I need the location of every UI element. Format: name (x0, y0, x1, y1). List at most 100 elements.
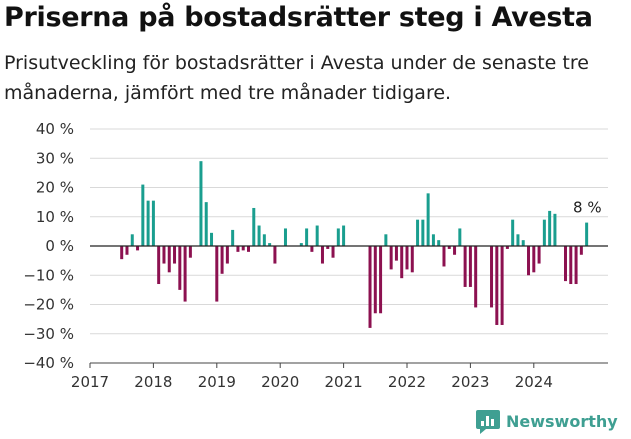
bar (548, 210, 552, 246)
bar (431, 234, 435, 246)
bar (569, 246, 573, 285)
bar (447, 246, 451, 249)
brand-logo: Newsworthy (475, 408, 618, 434)
chart-title: Priserna på bostadsrätter steg i Avesta (4, 2, 593, 33)
bar (542, 219, 546, 246)
bar (458, 228, 462, 246)
bar (521, 240, 525, 246)
bar (188, 246, 192, 258)
bar (320, 246, 324, 264)
bar (574, 246, 578, 285)
bar (405, 246, 409, 270)
bar (120, 246, 124, 260)
x-tick-label: 2019 (198, 373, 236, 391)
chart-subtitle: Prisutveckling för bostadsrätter i Avest… (4, 52, 589, 104)
bar (247, 246, 250, 252)
bar (146, 200, 150, 246)
y-tick-label: −10 % (23, 266, 74, 284)
bar (167, 246, 171, 273)
bar (437, 240, 441, 246)
bar (141, 184, 145, 246)
bar (262, 234, 266, 246)
bar (400, 246, 404, 279)
bar (416, 219, 420, 246)
bar (516, 234, 520, 246)
bar (157, 246, 161, 285)
bar (553, 213, 557, 246)
bar (532, 246, 536, 273)
bar (426, 193, 430, 246)
bar (379, 246, 383, 314)
y-tick-label: 0 % (45, 237, 74, 255)
bar (564, 246, 567, 282)
bar (273, 246, 277, 264)
bar (283, 228, 287, 246)
bar (421, 219, 425, 246)
bar (241, 246, 245, 251)
brand-name: Newsworthy (506, 411, 618, 431)
bar (173, 246, 177, 264)
bar (220, 246, 224, 274)
bar (268, 243, 272, 246)
bar (199, 161, 203, 246)
bar (579, 246, 583, 255)
bar (453, 246, 457, 255)
bar (394, 246, 398, 261)
bar (585, 222, 589, 246)
bar (331, 246, 335, 258)
last-value-annotation: 8 % (573, 199, 602, 217)
bar (373, 246, 377, 314)
bar (178, 246, 182, 290)
bar (505, 246, 509, 249)
bar (125, 246, 129, 255)
bar (326, 246, 330, 249)
x-tick-label: 2017 (71, 373, 109, 391)
bar (210, 232, 214, 246)
bar (463, 246, 467, 287)
y-tick-label: −20 % (23, 296, 74, 314)
bar (511, 219, 515, 246)
bar (468, 246, 472, 287)
bar (162, 246, 166, 264)
bar (537, 246, 541, 264)
y-tick-label: 20 % (36, 179, 74, 197)
bar (204, 202, 208, 247)
bar (495, 246, 499, 325)
bar (215, 246, 219, 302)
bar (130, 234, 134, 246)
bar (236, 246, 240, 252)
bar (500, 246, 504, 325)
bar (252, 207, 256, 246)
bar (389, 246, 393, 270)
bar (490, 246, 494, 308)
newsworthy-logo-icon (476, 410, 500, 434)
bar (442, 246, 446, 267)
bar (231, 229, 235, 246)
bar (299, 243, 303, 246)
bar (474, 246, 478, 308)
bar (136, 246, 140, 251)
y-tick-label: 10 % (36, 208, 74, 226)
bar (310, 246, 314, 252)
bar (527, 246, 531, 276)
bar (225, 246, 229, 264)
bar (305, 228, 309, 246)
x-tick-label: 2023 (451, 373, 489, 391)
bar (315, 225, 319, 246)
y-tick-label: −40 % (23, 354, 74, 372)
x-tick-label: 2024 (515, 373, 553, 391)
x-tick-label: 2022 (388, 373, 426, 391)
bar (257, 225, 261, 246)
bar (410, 246, 414, 273)
bar (342, 225, 346, 246)
bar (336, 228, 340, 246)
x-tick-label: 2018 (134, 373, 172, 391)
bar (368, 246, 372, 328)
x-tick-label: 2021 (325, 373, 363, 391)
y-tick-label: 30 % (36, 149, 74, 167)
y-tick-label: 40 % (36, 120, 74, 138)
x-tick-label: 2020 (261, 373, 299, 391)
bar (151, 200, 155, 246)
bar (183, 246, 187, 302)
